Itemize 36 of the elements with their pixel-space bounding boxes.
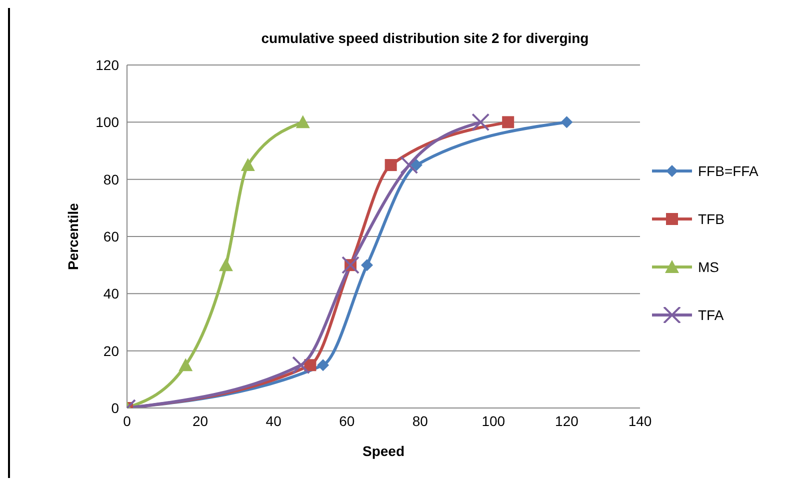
legend-label: FFB=FFA — [698, 163, 758, 179]
x-tick-label: 20 — [192, 412, 208, 429]
legend-label: TFB — [698, 211, 724, 227]
point — [472, 113, 490, 132]
point — [560, 116, 573, 128]
y-tick-label: 40 — [103, 286, 120, 302]
x-tick-label: 140 — [628, 412, 652, 429]
x-tick-label: 0 — [123, 412, 132, 429]
point — [317, 359, 330, 372]
point — [240, 158, 255, 172]
point — [384, 159, 397, 172]
point — [178, 358, 193, 372]
point — [410, 159, 422, 172]
x-axis-title: Speed — [362, 443, 405, 459]
y-tick-label: 120 — [96, 56, 120, 73]
chart-title: cumulative speed distribution site 2 for diverging — [260, 30, 590, 46]
x-tick-label: 100 — [482, 412, 506, 429]
y-tick-label: 60 — [103, 228, 120, 244]
point — [292, 356, 310, 374]
legend-label: TFA — [698, 307, 724, 323]
y-axis-title: Percentile — [64, 202, 81, 270]
legend-label: MS — [698, 259, 719, 275]
x-tick-label: 120 — [555, 412, 579, 429]
point — [502, 116, 514, 128]
x-tick-label: 60 — [339, 412, 355, 429]
x-tick-label: 40 — [266, 412, 282, 429]
point — [296, 115, 310, 128]
y-tick-label: 80 — [103, 171, 120, 188]
y-tick-label: 0 — [111, 400, 120, 416]
y-tick-label: 20 — [103, 342, 120, 359]
point — [342, 256, 360, 274]
y-tick-label: 100 — [96, 114, 120, 130]
x-tick-label: 80 — [412, 412, 428, 429]
point — [218, 258, 233, 272]
point — [361, 259, 374, 272]
point — [400, 156, 418, 174]
